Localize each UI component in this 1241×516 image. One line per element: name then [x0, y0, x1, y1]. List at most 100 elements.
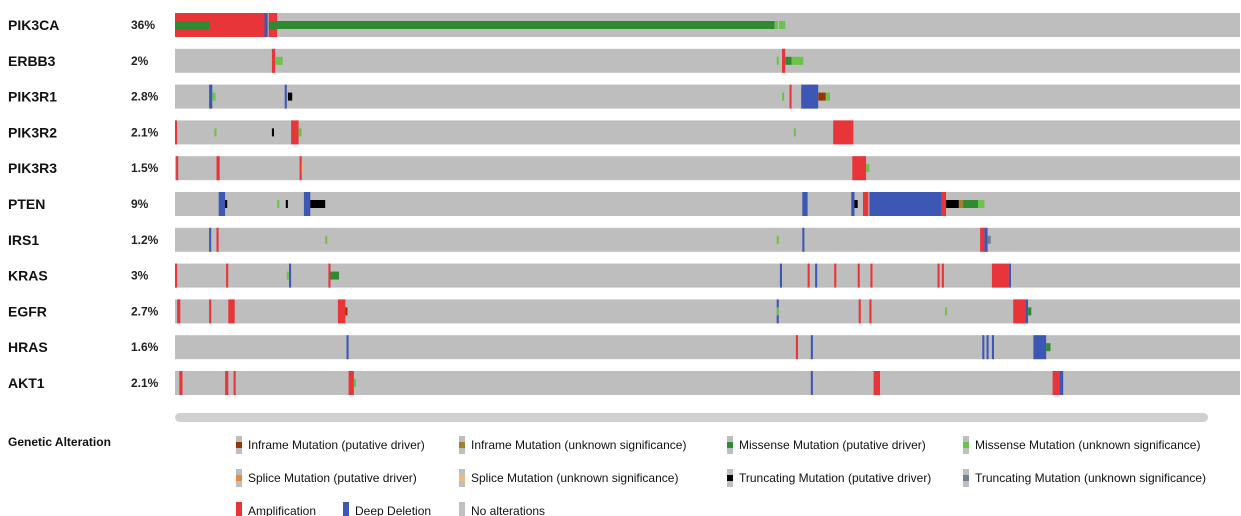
alteration-amplification[interactable] — [226, 263, 229, 288]
alteration-truncating-driver[interactable] — [225, 200, 228, 208]
alteration-missense-unknown[interactable] — [776, 235, 779, 244]
alteration-deep-deletion[interactable] — [303, 192, 311, 216]
alteration-inframe-driver[interactable] — [345, 307, 348, 316]
alteration-amplification[interactable] — [209, 299, 212, 324]
alteration-amplification[interactable] — [271, 48, 276, 73]
alteration-missense-unknown[interactable] — [277, 200, 280, 208]
alteration-amplification[interactable] — [328, 263, 331, 288]
alteration-amplification[interactable] — [337, 299, 346, 324]
alteration-missense-unknown[interactable] — [298, 128, 302, 137]
alteration-deep-deletion[interactable] — [802, 227, 805, 252]
alteration-amplification[interactable] — [348, 371, 354, 395]
alteration-inframe-unknown[interactable] — [958, 200, 964, 208]
alteration-deep-deletion[interactable] — [779, 263, 782, 288]
alteration-amplification[interactable] — [937, 263, 940, 288]
alteration-deep-deletion[interactable] — [1025, 299, 1028, 324]
alteration-amplification[interactable] — [873, 371, 880, 395]
alteration-amplification[interactable] — [216, 227, 219, 252]
alteration-missense-unknown[interactable] — [275, 56, 283, 65]
alteration-amplification[interactable] — [980, 227, 985, 252]
alteration-truncating-driver[interactable] — [946, 200, 959, 208]
alteration-missense-unknown[interactable] — [793, 128, 796, 137]
alteration-deep-deletion[interactable] — [801, 84, 819, 109]
alteration-amplification[interactable] — [782, 48, 786, 73]
alteration-amplification[interactable] — [1013, 299, 1026, 324]
alteration-missense-unknown[interactable] — [212, 92, 216, 101]
alteration-missense-unknown[interactable] — [791, 56, 804, 65]
alteration-deep-deletion[interactable] — [284, 84, 287, 109]
alteration-amplification[interactable] — [869, 299, 872, 324]
alteration-deep-deletion[interactable] — [209, 84, 213, 109]
alteration-amplification[interactable] — [1052, 371, 1061, 395]
alteration-deep-deletion[interactable] — [289, 263, 292, 288]
alteration-missense-unknown[interactable] — [778, 21, 786, 29]
alteration-deep-deletion[interactable] — [346, 335, 349, 360]
alteration-deep-deletion[interactable] — [991, 335, 994, 360]
alteration-deep-deletion[interactable] — [869, 192, 942, 216]
alteration-missense-unknown[interactable] — [825, 92, 830, 101]
alteration-deep-deletion[interactable] — [986, 335, 989, 360]
alteration-amplification[interactable] — [233, 371, 236, 395]
alteration-deep-deletion[interactable] — [1008, 263, 1011, 288]
alteration-amplification[interactable] — [858, 299, 861, 324]
alteration-missense-unknown[interactable] — [214, 128, 217, 137]
alteration-truncating-unknown[interactable] — [987, 235, 991, 244]
alteration-deep-deletion[interactable] — [851, 192, 855, 216]
alteration-missense-unknown[interactable] — [325, 235, 328, 244]
alteration-amplification[interactable] — [177, 299, 181, 324]
alteration-missense-unknown[interactable] — [774, 21, 778, 29]
alteration-deep-deletion[interactable] — [810, 371, 813, 395]
alteration-missense-unknown[interactable] — [776, 307, 779, 316]
alteration-amplification[interactable] — [228, 299, 235, 324]
alteration-deep-deletion[interactable] — [1060, 371, 1064, 395]
alteration-deep-deletion[interactable] — [982, 335, 985, 360]
alteration-missense-driver[interactable] — [785, 56, 792, 65]
alteration-amplification[interactable] — [225, 371, 229, 395]
alteration-truncating-driver[interactable] — [287, 92, 293, 101]
alteration-amplification[interactable] — [834, 263, 837, 288]
alteration-amplification[interactable] — [291, 120, 299, 145]
alteration-amplification[interactable] — [863, 192, 869, 216]
alteration-deep-deletion[interactable] — [264, 13, 268, 37]
alteration-amplification[interactable] — [216, 156, 220, 181]
alteration-deep-deletion[interactable] — [218, 192, 226, 216]
alteration-amplification[interactable] — [175, 120, 178, 145]
alteration-missense-unknown[interactable] — [286, 271, 289, 280]
alteration-amplification[interactable] — [299, 156, 302, 181]
alteration-missense-driver[interactable] — [268, 21, 775, 29]
alteration-amplification[interactable] — [179, 371, 183, 395]
alteration-missense-unknown[interactable] — [776, 56, 779, 65]
horizontal-scrollbar[interactable] — [175, 413, 1208, 422]
alteration-deep-deletion[interactable] — [984, 227, 988, 252]
alteration-truncating-driver[interactable] — [285, 200, 288, 208]
alteration-amplification[interactable] — [870, 263, 873, 288]
alteration-missense-unknown[interactable] — [353, 379, 356, 387]
alteration-splice-unknown[interactable] — [301, 164, 304, 173]
alteration-amplification[interactable] — [175, 263, 178, 288]
alteration-amplification[interactable] — [991, 263, 1009, 288]
alteration-missense-driver[interactable] — [1046, 343, 1051, 352]
alteration-deep-deletion[interactable] — [810, 335, 813, 360]
alteration-amplification[interactable] — [789, 84, 792, 109]
alteration-missense-driver[interactable] — [1028, 307, 1032, 316]
alteration-truncating-driver[interactable] — [271, 128, 274, 137]
alteration-amplification[interactable] — [833, 120, 854, 145]
alteration-deep-deletion[interactable] — [209, 227, 212, 252]
alteration-amplification[interactable] — [807, 263, 810, 288]
alteration-amplification[interactable] — [852, 156, 867, 181]
alteration-missense-unknown[interactable] — [945, 307, 948, 316]
alteration-missense-unknown[interactable] — [866, 164, 870, 173]
alteration-missense-driver[interactable] — [330, 271, 340, 280]
alteration-deep-deletion[interactable] — [815, 263, 818, 288]
alteration-amplification[interactable] — [795, 335, 798, 360]
alteration-deep-deletion[interactable] — [802, 192, 808, 216]
alteration-missense-driver[interactable] — [175, 21, 211, 29]
alteration-truncating-driver[interactable] — [854, 200, 858, 208]
alteration-missense-driver[interactable] — [963, 200, 978, 208]
alteration-amplification[interactable] — [941, 192, 947, 216]
alteration-amplification[interactable] — [941, 263, 944, 288]
alteration-deep-deletion[interactable] — [1033, 335, 1047, 360]
alteration-inframe-driver[interactable] — [818, 92, 826, 101]
alteration-truncating-driver[interactable] — [310, 200, 326, 208]
alteration-amplification[interactable] — [857, 263, 860, 288]
